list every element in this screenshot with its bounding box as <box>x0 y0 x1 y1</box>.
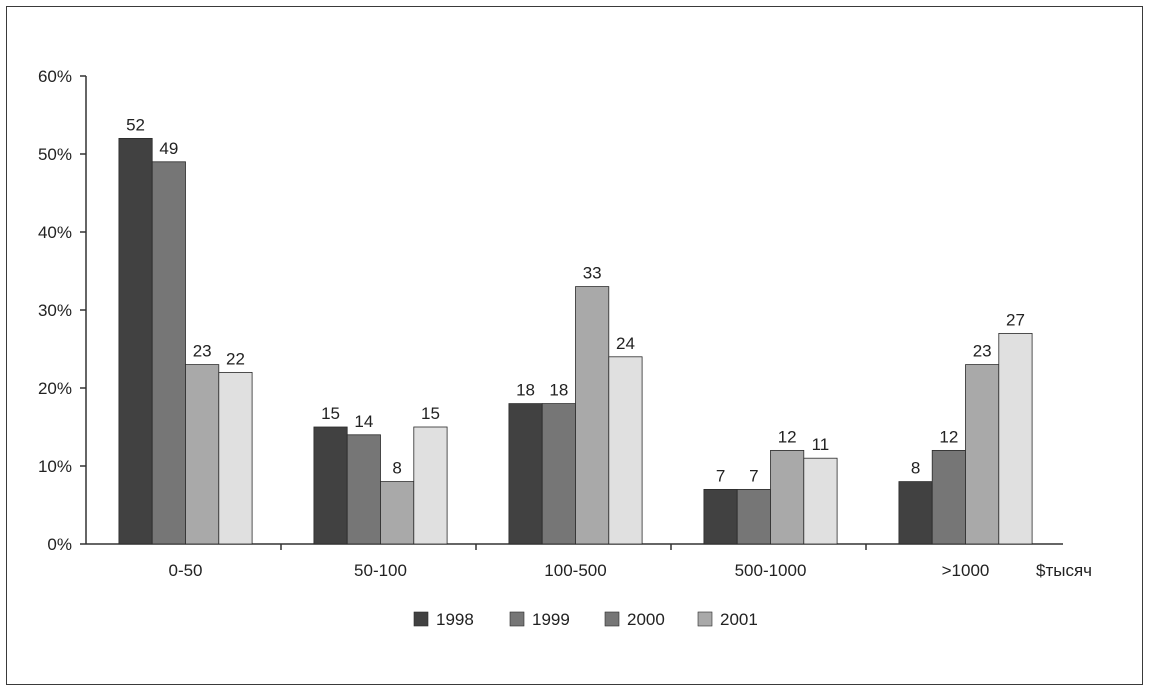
bar-1998-0-50 <box>118 137 153 545</box>
x-axis-unit-label: $тысяч <box>1036 561 1092 580</box>
legend-swatch-2001 <box>697 611 713 627</box>
x-category-label: 500-1000 <box>735 561 807 580</box>
bar-1999-0-50 <box>151 161 186 545</box>
data-label: 15 <box>321 404 340 423</box>
legend-label-2000: 2000 <box>627 610 665 629</box>
bar-2001-100-500 <box>608 356 643 545</box>
x-category-label: 0-50 <box>168 561 202 580</box>
bar-1998-50-100 <box>313 426 348 545</box>
data-label: 15 <box>421 404 440 423</box>
legend-swatch-1998 <box>413 611 429 627</box>
bar-2001-0-50 <box>218 371 253 545</box>
bar-2000-100-500 <box>575 286 610 545</box>
y-tick-label: 60% <box>38 67 72 86</box>
data-label: 12 <box>939 427 958 446</box>
x-category-label: 50-100 <box>354 561 407 580</box>
data-label: 8 <box>911 459 920 478</box>
data-label: 18 <box>549 381 568 400</box>
bars-group <box>118 137 1033 545</box>
y-tick-label: 20% <box>38 379 72 398</box>
data-label: 52 <box>126 115 145 134</box>
data-label: 22 <box>226 349 245 368</box>
data-label: 49 <box>159 139 178 158</box>
data-label: 14 <box>354 412 373 431</box>
legend-label-2001: 2001 <box>720 610 758 629</box>
y-tick-label: 30% <box>38 301 72 320</box>
legend: 1998 1999 2000 2001 <box>413 610 758 629</box>
bar-1999-100-500 <box>541 403 576 545</box>
data-label: 7 <box>749 466 758 485</box>
data-labels: 52 49 23 22 15 14 8 15 18 18 33 24 7 7 12 11 8 12 23 27 <box>126 115 1025 485</box>
data-label: 24 <box>616 334 635 353</box>
x-category-label: >1000 <box>942 561 990 580</box>
x-category-label: 100-500 <box>544 561 606 580</box>
data-label: 7 <box>716 466 725 485</box>
data-label: 23 <box>193 342 212 361</box>
bar-2000-500-1000 <box>770 449 805 545</box>
data-label: 18 <box>516 381 535 400</box>
bar-2000-0-50 <box>185 364 220 545</box>
data-label: 8 <box>392 459 401 478</box>
legend-swatch-2000 <box>604 611 620 627</box>
x-axis: 0-50 50-100 100-500 500-1000 >1000 <box>86 543 1063 580</box>
data-label: 11 <box>812 435 830 454</box>
legend-label-1998: 1998 <box>436 610 474 629</box>
legend-label-1999: 1999 <box>532 610 570 629</box>
data-label: 12 <box>778 427 797 446</box>
bar-1998-500-1000 <box>703 488 738 545</box>
bar-1999-50-100 <box>346 434 381 545</box>
y-axis: 0% 10% 20% 30% 40% 50% 60% <box>38 67 87 554</box>
bar-2001-500-1000 <box>803 457 838 545</box>
bar-1999->1000 <box>931 449 966 545</box>
chart-frame <box>6 6 1143 685</box>
y-tick-label: 0% <box>47 535 72 554</box>
bar-1998-100-500 <box>508 403 543 545</box>
bar-1999-500-1000 <box>736 488 771 545</box>
y-tick-label: 40% <box>38 223 72 242</box>
bar-1998->1000 <box>898 481 933 545</box>
data-label: 33 <box>583 264 602 283</box>
bar-2001->1000 <box>998 332 1033 545</box>
data-label: 23 <box>973 342 992 361</box>
legend-swatch-1999 <box>509 611 525 627</box>
data-label: 27 <box>1006 310 1025 329</box>
bar-2001-50-100 <box>413 426 448 545</box>
bar-2000-50-100 <box>380 481 415 545</box>
y-tick-label: 50% <box>38 145 72 164</box>
y-tick-label: 10% <box>38 457 72 476</box>
bar-2000->1000 <box>965 364 1000 545</box>
